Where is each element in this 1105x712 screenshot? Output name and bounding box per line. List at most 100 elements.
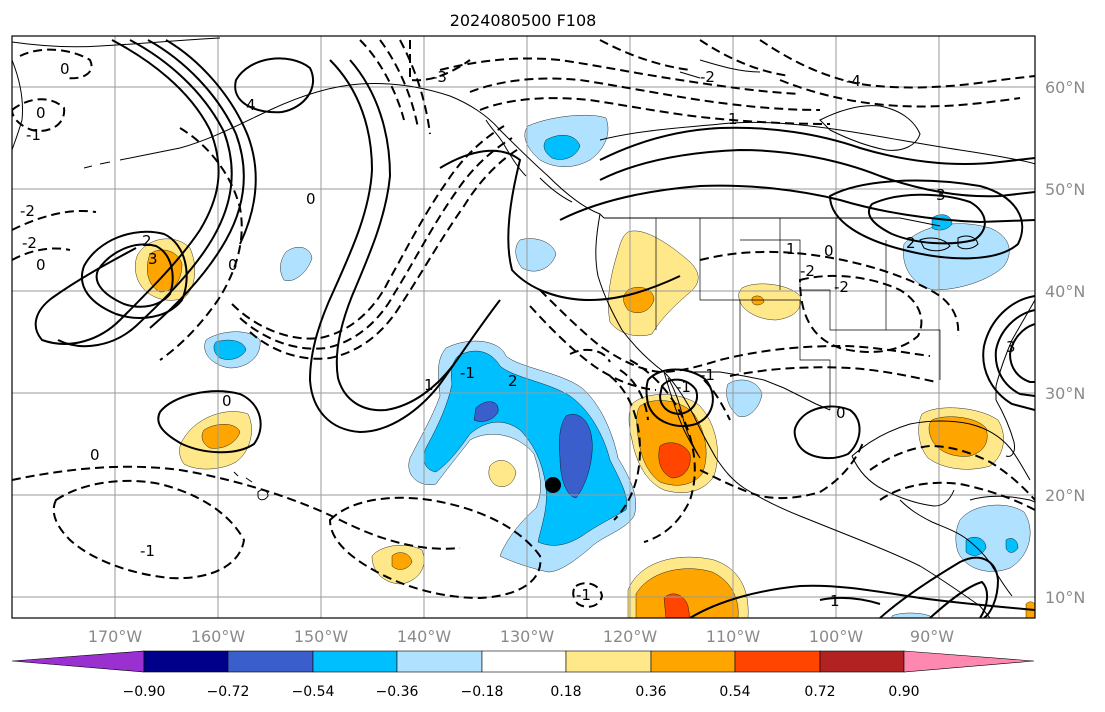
hudson-bay — [819, 105, 921, 151]
negative-anomaly-mid-pacific — [280, 247, 313, 281]
contour-dashed-10 — [439, 57, 801, 95]
contour-label: 1 — [424, 376, 434, 394]
negative-anomaly-west-pacific-inner — [213, 339, 247, 360]
lon-label: 120°W — [603, 627, 658, 646]
contour-label: -1 — [140, 542, 155, 560]
colorbar-extend-low — [11, 650, 145, 673]
colorbar-segment — [565, 650, 652, 673]
contour-label: 1 — [830, 592, 840, 610]
colorbar-label: 0.90 — [888, 684, 919, 700]
contour-label-group: 0 0 0 0 0 0 0 0 0 -1 -1 -1 -1 -1 -1 1 1 … — [20, 60, 1016, 610]
longitude-labels: 170°W 160°W 150°W 140°W 130°W 120°W 110°… — [88, 627, 954, 646]
lon-label: 140°W — [397, 627, 452, 646]
contour-label: -2 — [700, 68, 715, 86]
contour-solid-high-east — [828, 179, 1024, 260]
colorbar-label: 0.72 — [804, 684, 835, 700]
contour-solid-1 — [34, 39, 220, 345]
lon-label: 100°W — [809, 627, 864, 646]
contour-solid-baja-high — [645, 368, 714, 427]
colorbar-label: −0.36 — [376, 684, 419, 700]
negative-anomaly-northeast — [903, 223, 1010, 291]
contour-solid-3 — [147, 39, 245, 329]
contour-dashed-3 — [12, 209, 97, 261]
kamchatka — [12, 59, 23, 151]
contour-solid-caribbean — [879, 556, 1000, 618]
contour-dashed-23 — [619, 369, 731, 421]
lat-label: 10°N — [1045, 588, 1085, 607]
lat-label: 30°N — [1045, 384, 1085, 403]
arctic-coast — [12, 37, 761, 79]
contour-dashed-19 — [798, 274, 923, 353]
contour-label: -1 — [576, 586, 591, 604]
lon-label: 160°W — [191, 627, 246, 646]
contour-dashed-5 — [249, 147, 521, 360]
colorbar-segment — [819, 650, 905, 673]
contour-dashed-30 — [569, 348, 611, 363]
contour-label: 0 — [306, 190, 316, 208]
contour-dashed-4 — [159, 127, 243, 361]
contour-label: 2 — [508, 372, 518, 390]
colorbar-segment — [227, 650, 314, 673]
storm-location-marker — [545, 477, 561, 493]
great-lakes — [919, 235, 979, 252]
contour-solid-tropic — [819, 596, 881, 605]
lon-label: 130°W — [500, 627, 555, 646]
colorbar-label: 0.36 — [635, 684, 666, 700]
contour-dashed-11 — [469, 77, 821, 111]
negative-anomaly-dark — [559, 414, 593, 499]
contour-dashed-12 — [479, 97, 831, 125]
alaska-panhandle — [485, 119, 573, 203]
contour-label: 2 — [142, 232, 152, 250]
contour-solid-baja-high-2 — [658, 378, 698, 416]
contour-label: -2 — [22, 234, 37, 252]
contour-solid-canada-3 — [559, 184, 1035, 224]
contour-solid-east-cyclone — [982, 295, 1035, 411]
positive-anomaly-small-1 — [488, 460, 517, 487]
contour-solid-pacific-3 — [439, 149, 681, 302]
contour-solid-high-west — [95, 243, 174, 308]
contour-label: 4 — [246, 96, 256, 114]
contour-dashed-16 — [539, 289, 931, 374]
negative-anomaly-dark-2 — [473, 401, 499, 422]
florida — [995, 399, 1015, 457]
contour-solid-high-east-2 — [867, 193, 986, 245]
contour-solid-hawaii-high — [157, 390, 262, 454]
colorbar-segment — [312, 650, 398, 673]
canada-north — [599, 121, 1035, 165]
contour-label: 0 — [36, 104, 46, 122]
map-panel: 0 0 0 0 0 0 0 0 0 -1 -1 -1 -1 -1 -1 1 1 … — [12, 36, 1035, 618]
contour-dashed-15 — [779, 79, 1021, 108]
contour-dashed-17 — [529, 305, 937, 391]
contour-dashed-22 — [629, 359, 696, 543]
contour-solid-east-cyclone-2 — [994, 309, 1035, 397]
contour-label: 3 — [148, 250, 158, 268]
colorbar-extend-high — [903, 650, 1035, 673]
lat-label: 40°N — [1045, 282, 1085, 301]
map-frame — [11, 35, 1036, 619]
contour-label: -4 — [846, 72, 861, 90]
figure-title: 2024080500 F108 — [450, 11, 597, 30]
contour-dashed-18 — [699, 250, 960, 337]
contour-dashed-6 — [239, 137, 513, 350]
contour-dashed-7 — [231, 125, 505, 340]
contour-label: -1 — [460, 364, 475, 382]
negative-anomaly-mexico — [726, 379, 763, 417]
contour-dashed-28 — [12, 98, 66, 132]
contour-label: -3 — [432, 68, 447, 86]
contour-label: 0 — [222, 392, 232, 410]
lon-label: 150°W — [294, 627, 349, 646]
colorbar-segment — [396, 650, 483, 673]
colorbar-label: −0.18 — [461, 684, 504, 700]
colorbar-label: 0.18 — [550, 684, 581, 700]
contour-solid-pacific-2 — [335, 59, 455, 412]
positive-anomaly-baja-red — [658, 442, 691, 479]
colorbar-segment — [734, 650, 821, 673]
positive-anomaly-south-inner — [391, 552, 413, 570]
contour-label: 0 — [36, 256, 46, 274]
lat-label: 20°N — [1045, 486, 1085, 505]
positive-anomaly-hawaii-inner — [201, 424, 241, 449]
contour-label: 0 — [824, 242, 834, 260]
contour-label: -1 — [676, 378, 691, 396]
contour-solid-south — [689, 584, 1035, 618]
